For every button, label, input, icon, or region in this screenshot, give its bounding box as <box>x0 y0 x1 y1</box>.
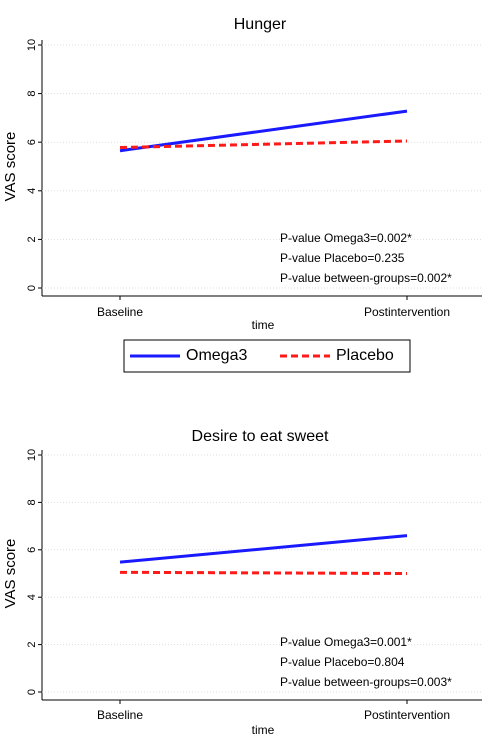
y-axis-label: VAS score <box>2 539 19 609</box>
chart-title: Hunger <box>234 16 287 33</box>
x-tick-label: Baseline <box>97 305 143 319</box>
chart-title: Desire to eat sweet <box>192 428 330 445</box>
series-line <box>119 139 408 150</box>
x-tick-label: Postintervention <box>364 305 450 319</box>
y-tick-label: 4 <box>26 594 38 600</box>
annotation: P-value Placebo=0.804 <box>280 655 405 669</box>
y-tick-label: 6 <box>26 139 38 145</box>
legend-box <box>123 339 411 373</box>
y-tick-label: 4 <box>26 188 38 194</box>
series-line <box>119 570 408 575</box>
x-tick-label: Baseline <box>97 708 143 722</box>
legend-label: Omega3 <box>186 347 247 364</box>
y-tick-label: 10 <box>26 39 38 51</box>
annotation: P-value Omega3=0.001* <box>280 635 412 649</box>
x-tick-label: Postintervention <box>364 708 450 722</box>
y-tick-label: 10 <box>26 449 38 461</box>
annotation: P-value between-groups=0.003* <box>280 675 452 689</box>
y-tick-label: 8 <box>26 91 38 97</box>
y-tick-label: 2 <box>26 642 38 648</box>
y-tick-label: 0 <box>26 285 38 291</box>
x-axis-label: time <box>252 318 275 332</box>
annotation: P-value Placebo=0.235 <box>280 251 405 265</box>
y-tick-label: 0 <box>26 689 38 695</box>
x-axis-label: time <box>252 723 275 737</box>
series-line <box>119 534 408 564</box>
y-tick-label: 8 <box>26 499 38 505</box>
y-tick-label: 2 <box>26 236 38 242</box>
y-axis-label: VAS score <box>2 132 19 202</box>
annotation: P-value between-groups=0.002* <box>280 271 452 285</box>
legend-label: Placebo <box>336 347 394 364</box>
y-tick-label: 6 <box>26 547 38 553</box>
annotation: P-value Omega3=0.002* <box>280 231 412 245</box>
series-line <box>119 109 408 153</box>
